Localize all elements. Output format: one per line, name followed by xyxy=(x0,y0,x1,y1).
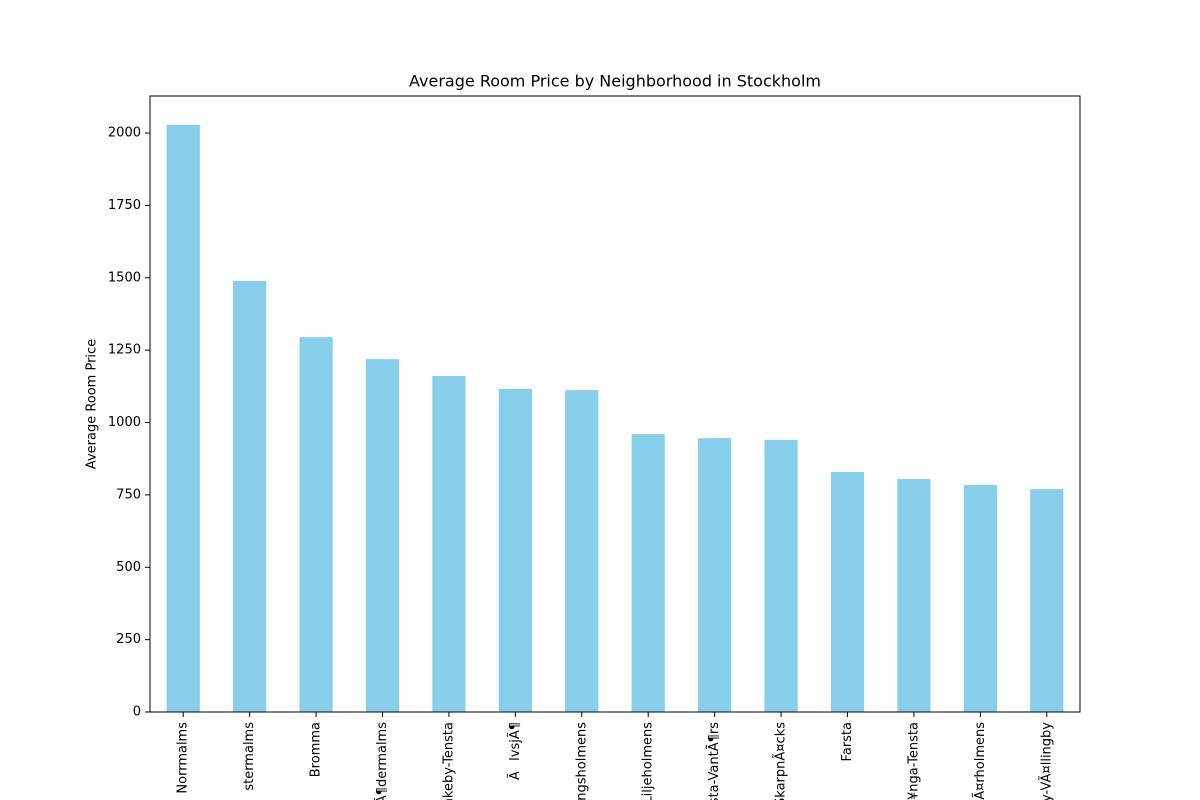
x-tick-label: HÃ¤sselby-VÃ¤llingby xyxy=(1038,722,1054,800)
x-tick-label: Ãstermalms xyxy=(241,722,257,800)
y-tick-label: 1250 xyxy=(108,343,141,358)
x-tick-label: Kungsholmens xyxy=(574,722,589,800)
y-tick-label: 750 xyxy=(116,487,141,502)
bar xyxy=(565,390,599,712)
x-tick-label: Enskede-Ã rsta-VantÃ¶rs xyxy=(706,722,722,800)
bar xyxy=(764,439,798,712)
bar xyxy=(233,280,267,712)
x-tick-label: SpÃ¥nga-Tensta xyxy=(905,722,921,800)
x-tick-label: ÃlvsjÃ¶ xyxy=(507,722,523,780)
bar xyxy=(498,388,532,712)
x-tick-label: Farsta xyxy=(840,722,855,761)
x-tick-label: Bromma xyxy=(309,722,324,777)
bar xyxy=(631,434,665,712)
y-tick-label: 2000 xyxy=(108,126,141,141)
y-tick-label: 1750 xyxy=(108,198,141,213)
y-axis-label: Average Room Price xyxy=(85,339,100,469)
plot-frame xyxy=(149,95,1081,713)
y-tick-label: 0 xyxy=(133,705,141,720)
y-tick-label: 1500 xyxy=(108,270,141,285)
x-tick-label: HÃ¤gersten-Liljeholmens xyxy=(640,722,656,800)
bar xyxy=(897,478,931,712)
x-tick-label: SkÃ¤rholmens xyxy=(972,722,988,800)
x-tick-label: SkarpnÃ¤cks xyxy=(773,722,789,800)
y-tick-label: 1000 xyxy=(108,415,141,430)
bar xyxy=(698,438,732,712)
x-tick-label: Rinkeby-Tensta xyxy=(441,722,456,800)
bar xyxy=(963,485,997,712)
bar xyxy=(1030,489,1064,712)
y-tick-label: 250 xyxy=(116,632,141,647)
x-tick-label: SÃ¶dermalms xyxy=(374,722,390,800)
chart-title: Average Room Price by Neighborhood in St… xyxy=(409,72,821,91)
bar xyxy=(830,472,865,712)
bar xyxy=(365,359,400,712)
y-tick-label: 500 xyxy=(116,560,141,575)
bar xyxy=(299,337,333,712)
x-tick-label: Norrmalms xyxy=(176,722,191,794)
bar xyxy=(432,375,466,712)
bar xyxy=(166,124,200,712)
